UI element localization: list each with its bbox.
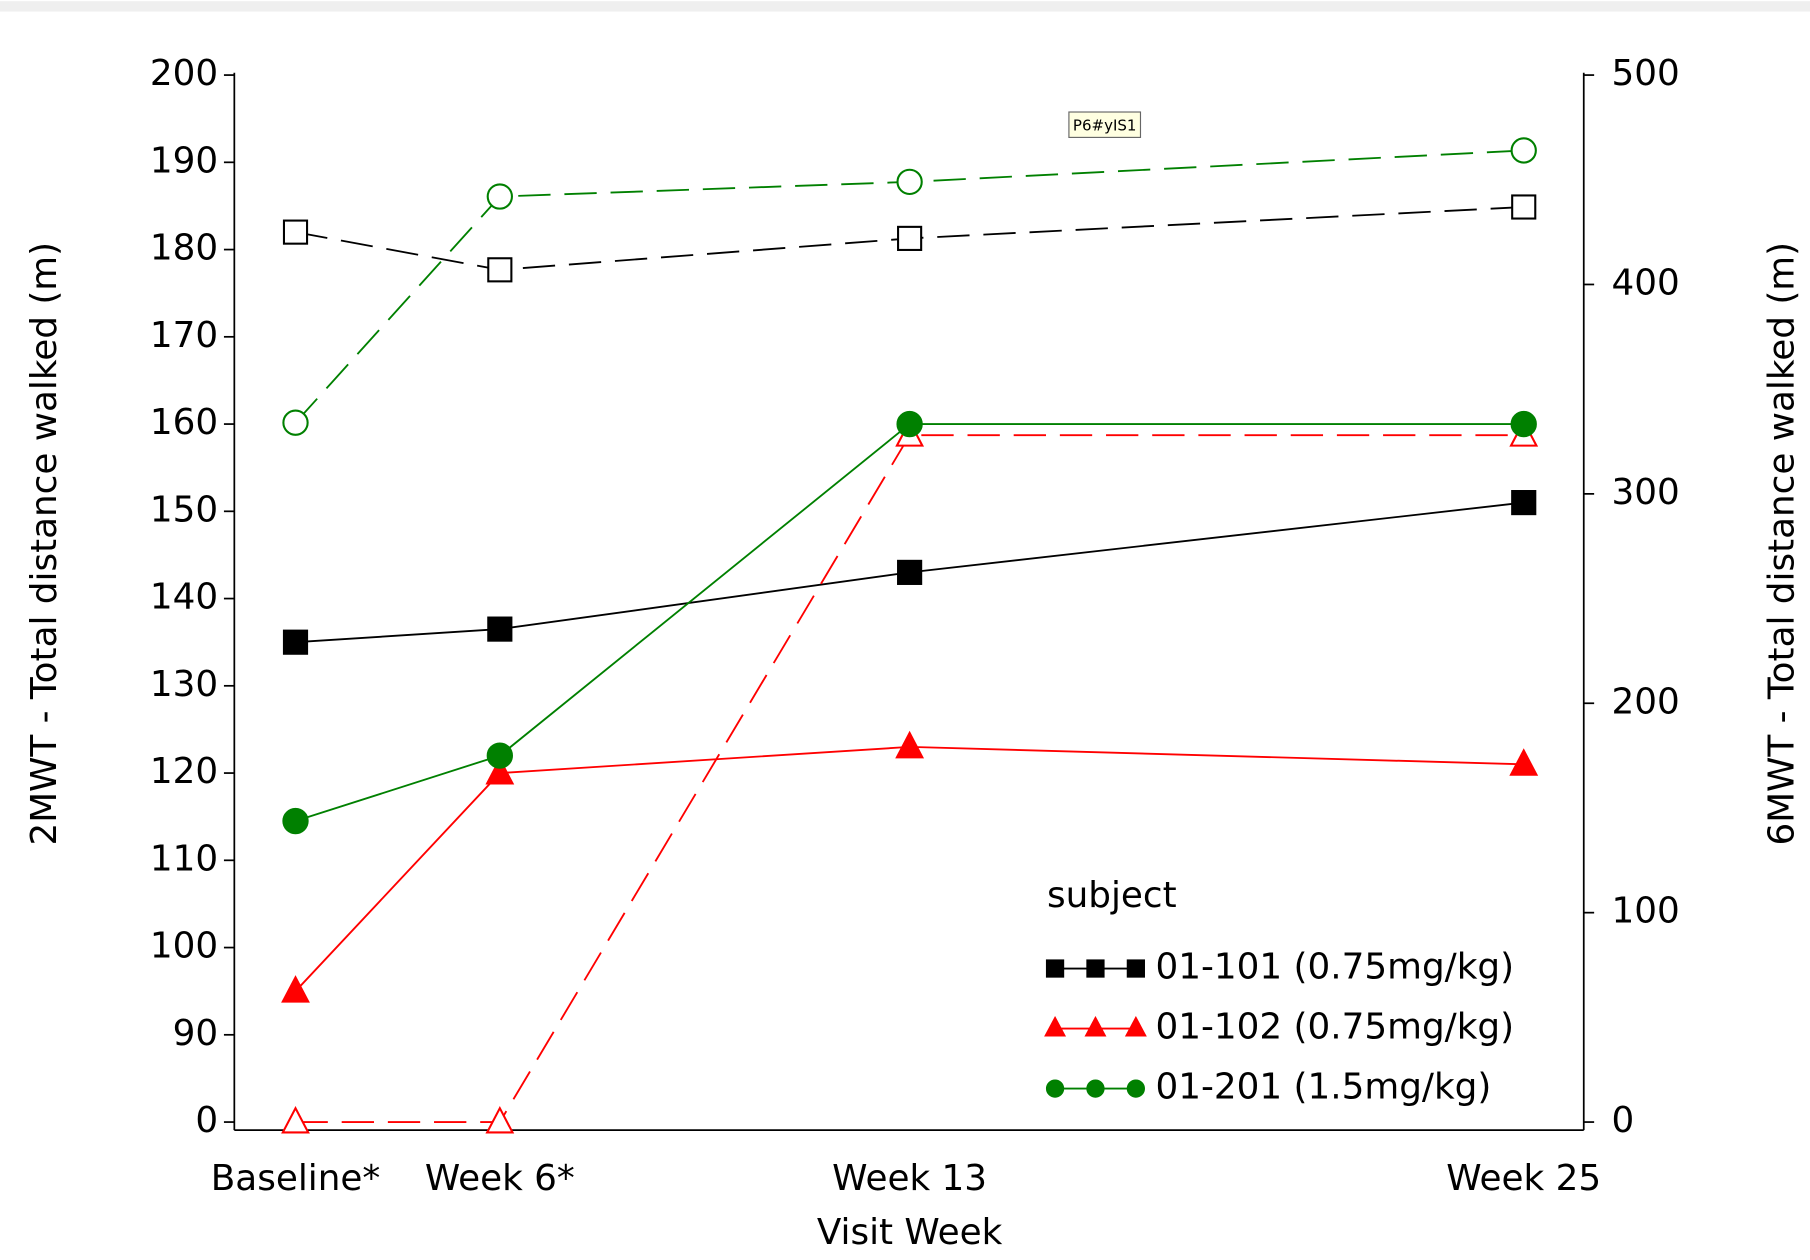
point <box>1511 490 1537 516</box>
y-tick-label: 200 <box>150 53 218 94</box>
point <box>281 975 310 1003</box>
legend-marker <box>1045 1079 1065 1098</box>
point <box>486 742 513 769</box>
legend-marker <box>1084 1015 1107 1037</box>
y-axis-title: 2MWT - Total distance walked (m) <box>24 242 65 846</box>
point <box>1511 194 1537 220</box>
x-tick-label: Baseline* <box>211 1158 381 1199</box>
y-tick-label: 190 <box>150 140 218 181</box>
top-bar <box>0 1 1810 12</box>
y2-tick-label: 200 <box>1611 681 1679 722</box>
annotation-box <box>1068 111 1142 138</box>
y-tick-label: 120 <box>150 751 218 792</box>
legend-label: 01-201 (1.5mg/kg) <box>1155 1067 1491 1108</box>
point <box>282 629 309 655</box>
y-tick-label: 170 <box>150 315 218 356</box>
point <box>281 1105 310 1134</box>
y2-tick-label: 400 <box>1611 262 1679 303</box>
legend-title: subject <box>1047 875 1177 916</box>
legend-marker <box>1045 959 1065 978</box>
y2-tick-label: 100 <box>1611 891 1679 932</box>
series-line <box>295 206 1524 271</box>
y-tick-label: 90 <box>173 1013 219 1054</box>
y-tick-label: 110 <box>150 838 218 879</box>
series-line <box>295 423 1524 822</box>
series-line <box>294 149 1524 424</box>
point <box>896 168 923 196</box>
legend-marker <box>1126 959 1145 978</box>
y-tick-label: 0 <box>195 1100 218 1141</box>
legend-label: 01-102 (0.75mg/kg) <box>1155 1007 1514 1048</box>
point <box>486 183 513 210</box>
y-tick-label: 130 <box>150 664 218 705</box>
point <box>1509 748 1539 776</box>
point <box>1510 410 1537 438</box>
point <box>487 257 513 283</box>
y2-axis-title: 6MWT - Total distance walked (m) <box>1761 242 1802 846</box>
point <box>1510 137 1537 164</box>
x-tick-label: Week 13 <box>832 1158 987 1199</box>
annotation: P6#yIS1 <box>1073 116 1137 134</box>
point <box>897 559 923 585</box>
y-tick-label: 160 <box>150 402 218 443</box>
point <box>485 1105 515 1134</box>
y2-tick-label: 500 <box>1611 53 1679 94</box>
legend-marker <box>1086 959 1105 978</box>
legend-marker <box>1044 1015 1067 1037</box>
point <box>485 756 515 785</box>
x-tick-label: Week 6* <box>425 1158 575 1199</box>
point <box>895 730 925 759</box>
legend-marker <box>1124 1015 1147 1037</box>
y2-tick-label: 300 <box>1611 472 1679 513</box>
series-line <box>295 501 1524 644</box>
y-tick-label: 140 <box>150 577 218 618</box>
series-line <box>295 434 1524 1123</box>
y-tick-label: 150 <box>150 489 218 530</box>
legend-marker <box>1086 1079 1105 1098</box>
point <box>897 225 923 251</box>
x-tick-label: Week 25 <box>1446 1158 1601 1199</box>
series-line <box>294 745 1524 992</box>
point <box>282 219 309 245</box>
legend-label: 01-101 (0.75mg/kg) <box>1155 947 1514 988</box>
point <box>282 807 309 835</box>
y2-tick-label: 0 <box>1611 1100 1634 1141</box>
x-axis-title: Visit Week <box>817 1212 1003 1253</box>
point <box>896 410 923 438</box>
y-tick-label: 100 <box>150 926 218 967</box>
point <box>487 616 513 642</box>
legend-marker <box>1126 1079 1145 1098</box>
y-tick-label: 180 <box>150 228 218 269</box>
point <box>282 409 309 436</box>
